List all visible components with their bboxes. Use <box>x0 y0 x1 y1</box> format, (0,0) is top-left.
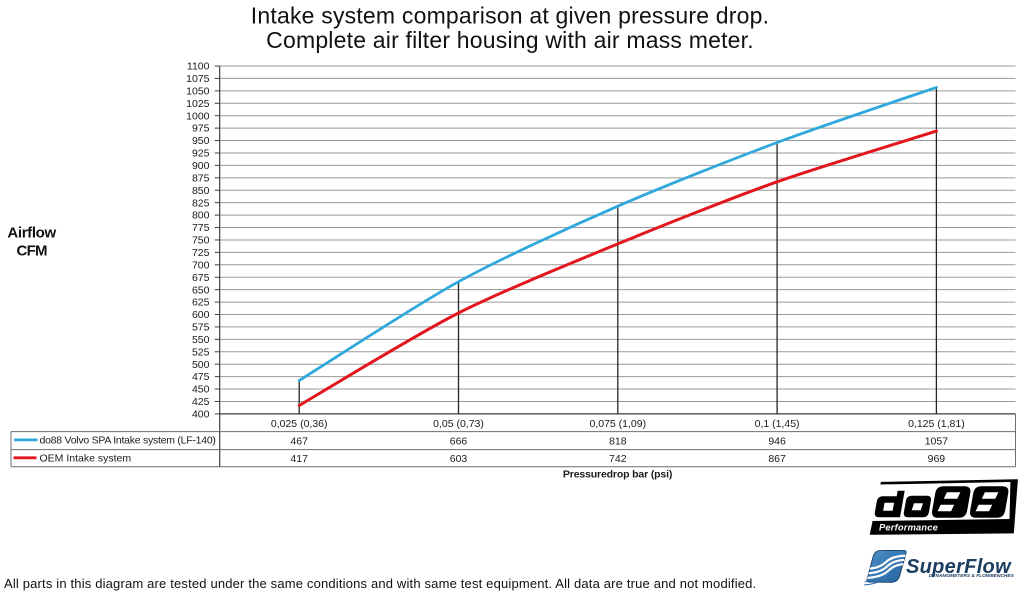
svg-text:867: 867 <box>768 453 786 465</box>
svg-text:417: 417 <box>290 453 308 465</box>
svg-text:0,125 (1,81): 0,125 (1,81) <box>908 418 965 430</box>
svg-text:600: 600 <box>192 309 210 321</box>
svg-text:742: 742 <box>609 453 627 465</box>
svg-text:Complete air filter housing wi: Complete air filter housing with air mas… <box>266 27 754 53</box>
svg-text:SuperFlow: SuperFlow <box>906 556 1012 578</box>
svg-text:1050: 1050 <box>186 85 210 97</box>
svg-text:725: 725 <box>192 247 210 259</box>
svg-text:1100: 1100 <box>187 61 210 73</box>
svg-text:650: 650 <box>192 284 210 296</box>
svg-text:Pressuredrop bar (psi): Pressuredrop bar (psi) <box>563 469 672 481</box>
svg-text:DYNAMOMETERS & FLOWBENCHES: DYNAMOMETERS & FLOWBENCHES <box>929 573 1015 579</box>
svg-text:700: 700 <box>192 259 210 271</box>
svg-text:Intake system comparison at gi: Intake system comparison at given pressu… <box>251 3 769 29</box>
svg-text:1075: 1075 <box>186 73 210 85</box>
svg-text:400: 400 <box>192 409 210 421</box>
svg-text:All parts in this diagram are: All parts in this diagram are tested und… <box>4 576 756 591</box>
svg-text:Airflow: Airflow <box>7 224 56 241</box>
svg-text:CFM: CFM <box>17 242 47 259</box>
svg-text:750: 750 <box>192 235 210 247</box>
svg-text:OEM Intake system: OEM Intake system <box>40 452 132 464</box>
svg-text:925: 925 <box>192 148 210 160</box>
svg-text:1025: 1025 <box>186 98 210 110</box>
svg-text:0,05 (0,73): 0,05 (0,73) <box>433 418 484 430</box>
svg-text:775: 775 <box>192 222 210 234</box>
svg-text:818: 818 <box>609 436 627 448</box>
svg-text:575: 575 <box>192 322 210 334</box>
svg-text:850: 850 <box>192 185 210 197</box>
svg-text:900: 900 <box>192 160 210 172</box>
svg-text:946: 946 <box>768 436 786 448</box>
svg-text:625: 625 <box>192 297 210 309</box>
svg-text:500: 500 <box>192 359 210 371</box>
svg-text:450: 450 <box>192 384 210 396</box>
svg-text:1057: 1057 <box>925 436 949 448</box>
svg-text:875: 875 <box>192 172 210 184</box>
svg-text:825: 825 <box>192 197 210 209</box>
svg-text:603: 603 <box>450 453 468 465</box>
svg-text:550: 550 <box>192 334 210 346</box>
svg-text:666: 666 <box>450 436 468 448</box>
svg-text:do88 Volvo SPA Intake system (: do88 Volvo SPA Intake system (LF-140) <box>40 435 216 447</box>
svg-text:0,1 (1,45): 0,1 (1,45) <box>755 418 800 430</box>
svg-text:425: 425 <box>192 396 210 408</box>
svg-text:475: 475 <box>192 371 210 383</box>
svg-text:950: 950 <box>192 135 210 147</box>
svg-text:800: 800 <box>192 210 210 222</box>
svg-text:Performance: Performance <box>879 523 938 533</box>
svg-text:675: 675 <box>192 272 210 284</box>
svg-text:0,025 (0,36): 0,025 (0,36) <box>271 418 328 430</box>
svg-text:969: 969 <box>928 453 946 465</box>
svg-text:975: 975 <box>192 123 210 135</box>
svg-text:467: 467 <box>290 436 308 448</box>
svg-text:1000: 1000 <box>186 110 210 122</box>
svg-text:525: 525 <box>192 346 210 358</box>
svg-text:0,075 (1,09): 0,075 (1,09) <box>589 418 646 430</box>
